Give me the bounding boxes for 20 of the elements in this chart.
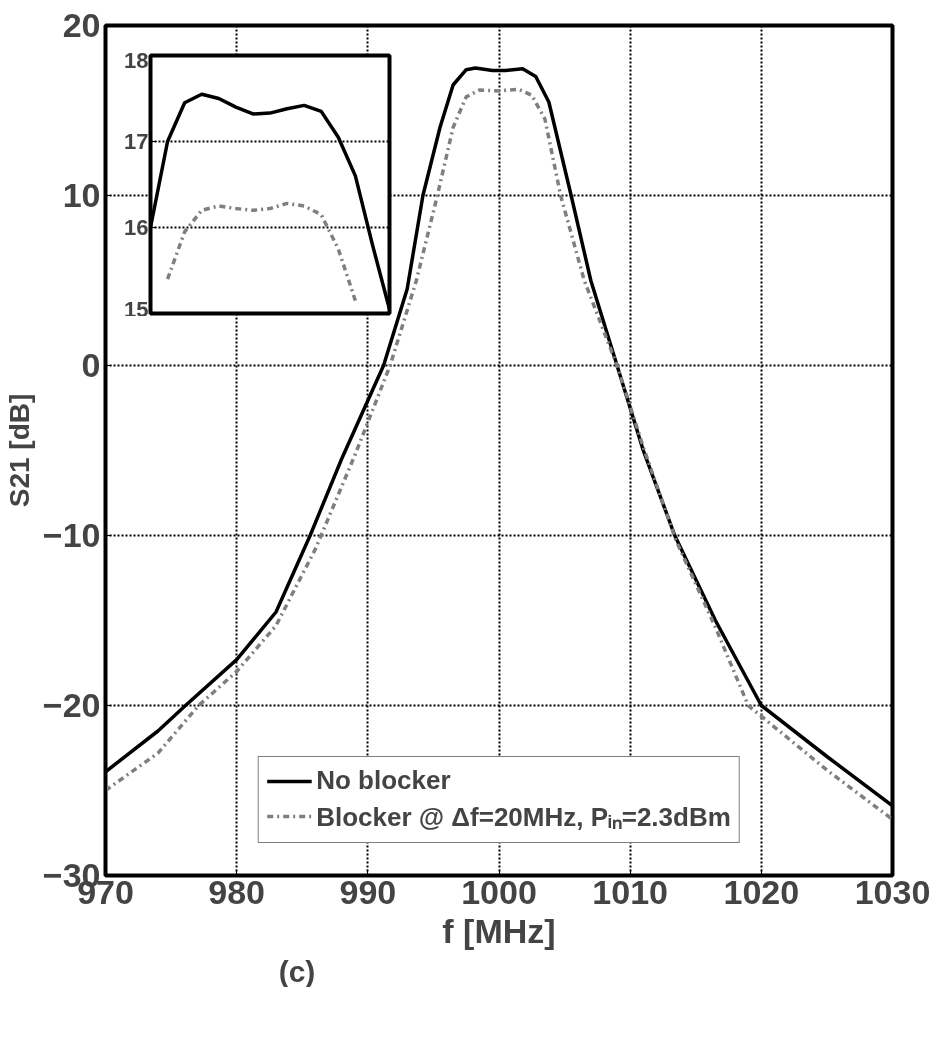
legend-label: Blocker @ Δf=20MHz, Pᵢₙ=2.3dBm [316, 801, 731, 834]
y-tick-label: 15 [124, 296, 149, 322]
y-tick-label: −10 [42, 516, 101, 554]
x-tick-label: 1010 [592, 872, 668, 911]
x-tick-label: 1000 [461, 872, 537, 911]
x-tick-label: 980 [208, 872, 266, 911]
x-tick-label: 1030 [854, 872, 931, 911]
y-axis-title: S21 [dB] [3, 393, 35, 508]
y-tick-label: −20 [42, 686, 101, 724]
y-tick-label: 10 [62, 176, 101, 214]
x-axis-title: f [MHz] [442, 911, 556, 950]
y-tick-label: 20 [62, 6, 101, 44]
y-tick-label: 16 [124, 215, 149, 240]
y-tick-label: 18 [124, 47, 149, 73]
legend-label: No blocker [316, 765, 451, 796]
x-tick-label: 1020 [723, 872, 800, 911]
x-tick-label: 990 [339, 872, 397, 911]
y-tick-label: 0 [81, 346, 101, 384]
text: (c) [278, 954, 316, 988]
y-tick-label: 17 [124, 129, 149, 154]
